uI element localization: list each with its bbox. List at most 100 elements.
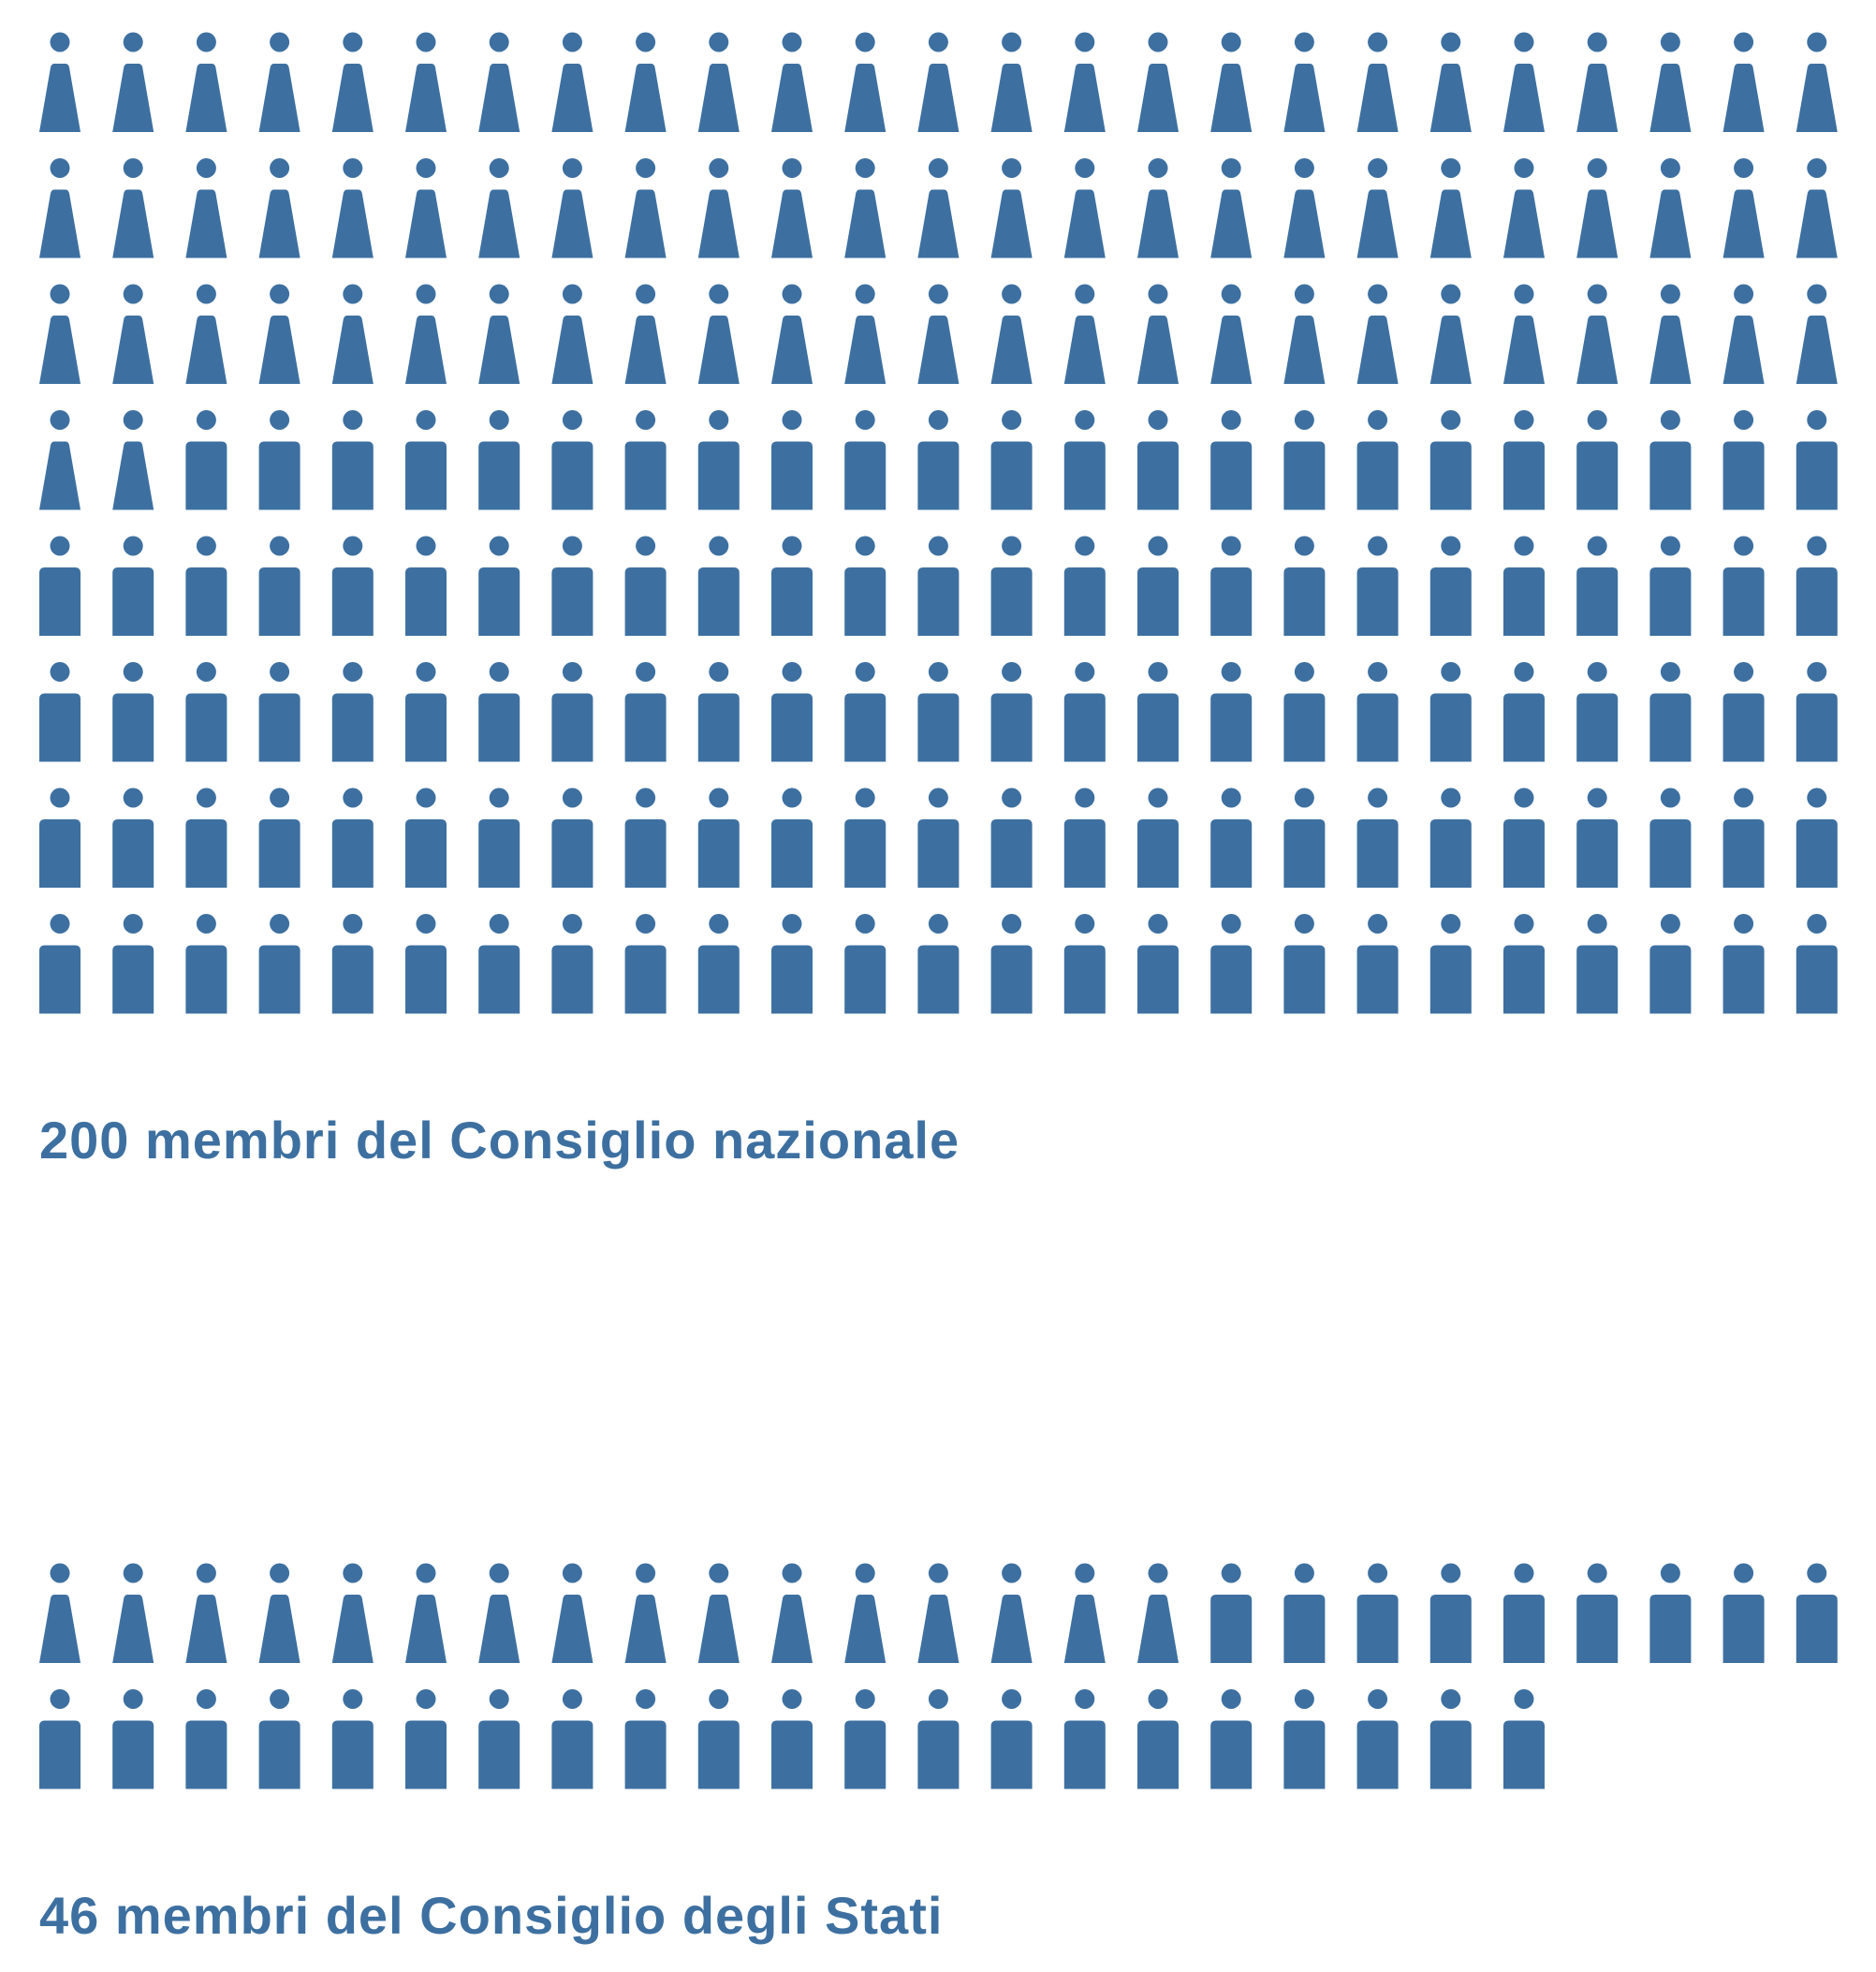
man-figure-icon bbox=[478, 662, 520, 762]
woman-figure-icon bbox=[1137, 1563, 1179, 1663]
woman-figure-icon bbox=[405, 158, 447, 258]
man-figure-icon bbox=[1649, 410, 1692, 510]
man-figure-icon bbox=[405, 662, 447, 762]
woman-figure-icon bbox=[258, 32, 300, 132]
woman-figure-icon bbox=[1576, 158, 1619, 258]
man-figure-icon bbox=[1795, 787, 1838, 888]
man-figure-icon bbox=[1576, 787, 1619, 888]
man-figure-icon bbox=[771, 662, 813, 762]
woman-figure-icon bbox=[1795, 32, 1838, 132]
man-figure-icon bbox=[551, 787, 594, 888]
man-figure-icon bbox=[39, 914, 81, 1014]
man-figure-icon bbox=[1429, 536, 1472, 636]
man-figure-icon bbox=[917, 914, 960, 1014]
man-figure-icon bbox=[1356, 1563, 1399, 1663]
woman-figure-icon bbox=[1795, 284, 1838, 384]
man-figure-icon bbox=[1649, 787, 1692, 888]
woman-figure-icon bbox=[478, 1563, 520, 1663]
woman-figure-icon bbox=[771, 158, 813, 258]
man-figure-icon bbox=[258, 536, 300, 636]
woman-figure-icon bbox=[331, 32, 374, 132]
man-figure-icon bbox=[1356, 536, 1399, 636]
woman-figure-icon bbox=[258, 158, 300, 258]
woman-figure-icon bbox=[697, 1563, 740, 1663]
man-figure-icon bbox=[1429, 662, 1472, 762]
man-figure-icon bbox=[1283, 787, 1326, 888]
woman-figure-icon bbox=[39, 1563, 81, 1663]
woman-figure-icon bbox=[1210, 284, 1253, 384]
woman-figure-icon bbox=[1576, 32, 1619, 132]
man-figure-icon bbox=[478, 536, 520, 636]
man-figure-icon bbox=[624, 1689, 667, 1789]
man-figure-icon bbox=[1283, 410, 1326, 510]
man-figure-icon bbox=[478, 410, 520, 510]
woman-figure-icon bbox=[185, 284, 227, 384]
caption-consiglio-degli-stati: 46 membri del Consiglio degli Stati bbox=[39, 1886, 944, 1945]
man-figure-icon bbox=[112, 914, 154, 1014]
woman-figure-icon bbox=[39, 158, 81, 258]
woman-figure-icon bbox=[1210, 158, 1253, 258]
man-figure-icon bbox=[917, 662, 960, 762]
man-figure-icon bbox=[405, 1689, 447, 1789]
woman-figure-icon bbox=[1137, 158, 1179, 258]
woman-figure-icon bbox=[1649, 284, 1692, 384]
man-figure-icon bbox=[990, 662, 1033, 762]
woman-figure-icon bbox=[771, 1563, 813, 1663]
man-figure-icon bbox=[1356, 410, 1399, 510]
woman-figure-icon bbox=[844, 284, 887, 384]
man-figure-icon bbox=[1649, 662, 1692, 762]
man-figure-icon bbox=[185, 662, 227, 762]
man-figure-icon bbox=[771, 536, 813, 636]
man-figure-icon bbox=[1063, 914, 1106, 1014]
man-figure-icon bbox=[1722, 536, 1765, 636]
man-figure-icon bbox=[1137, 787, 1179, 888]
man-figure-icon bbox=[917, 787, 960, 888]
man-figure-icon bbox=[1429, 410, 1472, 510]
man-figure-icon bbox=[1503, 410, 1545, 510]
woman-figure-icon bbox=[917, 284, 960, 384]
woman-figure-icon bbox=[112, 284, 154, 384]
man-figure-icon bbox=[478, 1689, 520, 1789]
man-figure-icon bbox=[1576, 914, 1619, 1014]
man-figure-icon bbox=[771, 410, 813, 510]
man-figure-icon bbox=[258, 914, 300, 1014]
man-figure-icon bbox=[1210, 914, 1253, 1014]
woman-figure-icon bbox=[1722, 158, 1765, 258]
man-figure-icon bbox=[1137, 914, 1179, 1014]
man-figure-icon bbox=[551, 914, 594, 1014]
woman-figure-icon bbox=[1503, 284, 1545, 384]
man-figure-icon bbox=[1649, 536, 1692, 636]
woman-figure-icon bbox=[697, 158, 740, 258]
man-figure-icon bbox=[1429, 1563, 1472, 1663]
woman-figure-icon bbox=[1063, 284, 1106, 384]
man-figure-icon bbox=[39, 787, 81, 888]
man-figure-icon bbox=[1063, 787, 1106, 888]
man-figure-icon bbox=[1063, 1689, 1106, 1789]
woman-figure-icon bbox=[331, 284, 374, 384]
woman-figure-icon bbox=[1063, 158, 1106, 258]
man-figure-icon bbox=[112, 1689, 154, 1789]
man-figure-icon bbox=[258, 662, 300, 762]
man-figure-icon bbox=[1283, 662, 1326, 762]
woman-figure-icon bbox=[551, 158, 594, 258]
woman-figure-icon bbox=[990, 158, 1033, 258]
man-figure-icon bbox=[917, 1689, 960, 1789]
man-figure-icon bbox=[551, 410, 594, 510]
man-figure-icon bbox=[1356, 662, 1399, 762]
man-figure-icon bbox=[185, 914, 227, 1014]
man-figure-icon bbox=[1137, 410, 1179, 510]
man-figure-icon bbox=[697, 787, 740, 888]
woman-figure-icon bbox=[405, 284, 447, 384]
man-figure-icon bbox=[112, 536, 154, 636]
man-figure-icon bbox=[1356, 914, 1399, 1014]
man-figure-icon bbox=[1210, 787, 1253, 888]
woman-figure-icon bbox=[1649, 158, 1692, 258]
woman-figure-icon bbox=[185, 1563, 227, 1663]
man-figure-icon bbox=[1283, 536, 1326, 636]
woman-figure-icon bbox=[258, 284, 300, 384]
woman-figure-icon bbox=[844, 1563, 887, 1663]
man-figure-icon bbox=[1503, 1689, 1545, 1789]
man-figure-icon bbox=[844, 410, 887, 510]
man-figure-icon bbox=[1356, 787, 1399, 888]
man-figure-icon bbox=[478, 787, 520, 888]
